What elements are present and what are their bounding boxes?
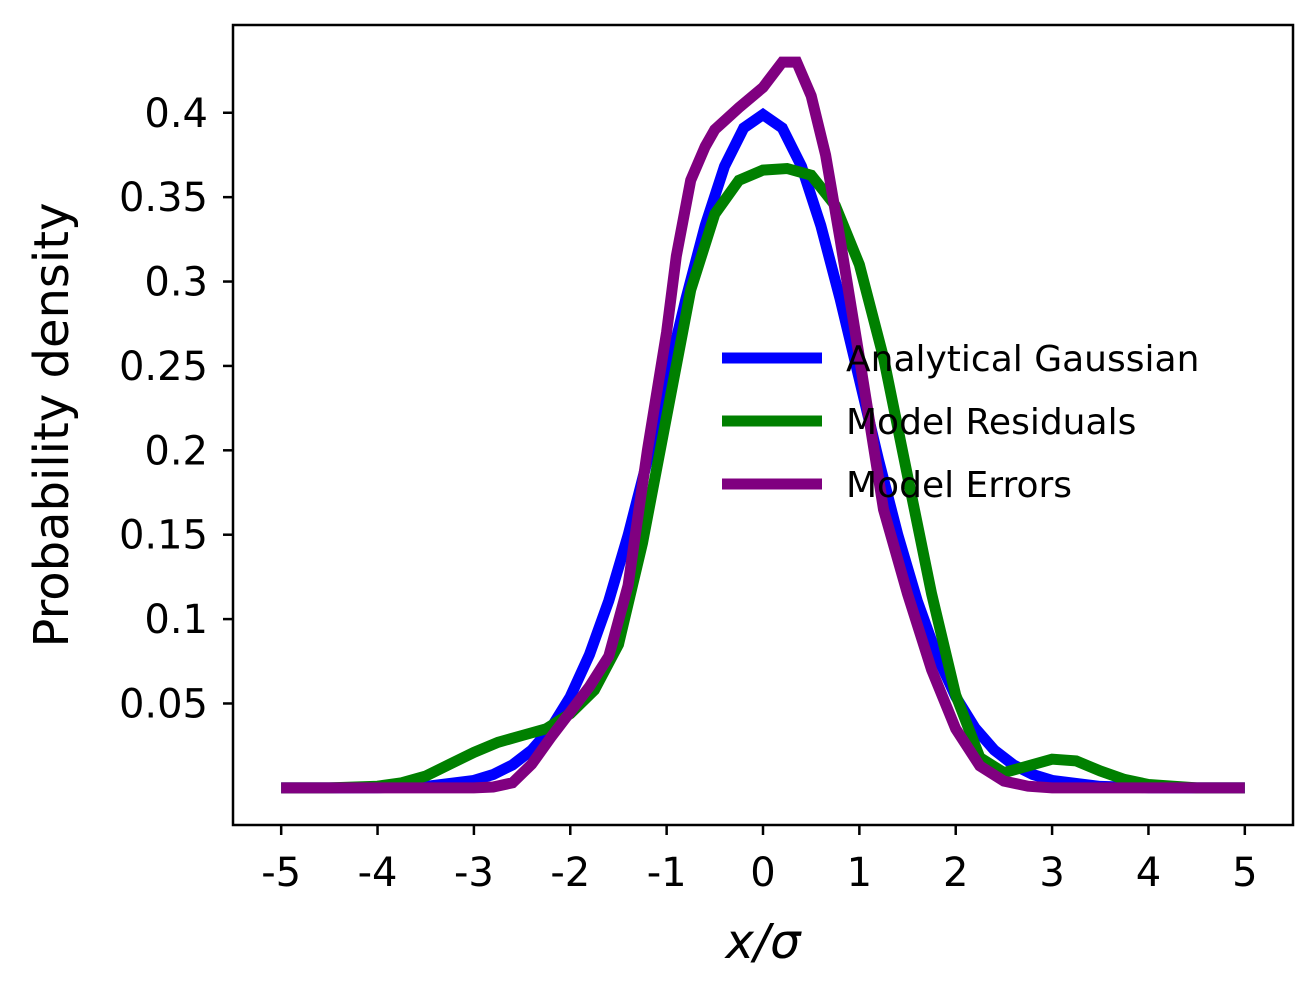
x-axis-title: x/σ <box>724 914 803 970</box>
x-tick-label: 2 <box>943 850 968 896</box>
x-tick-label: 3 <box>1039 850 1064 896</box>
y-tick-label: 0.2 <box>144 428 208 474</box>
legend-label-2: Model Errors <box>846 465 1072 506</box>
y-tick-label: 0.3 <box>144 260 208 306</box>
legend: Analytical Gaussian Model Residuals Model … <box>722 339 1199 506</box>
series-line-1 <box>281 162 1245 794</box>
x-tick-label: 4 <box>1136 850 1161 896</box>
y-tick-label: 0.15 <box>119 513 208 559</box>
x-tick-label: -3 <box>454 850 494 896</box>
legend-label-0: Analytical Gaussian <box>846 339 1199 380</box>
y-tick-label: 0.35 <box>119 175 208 221</box>
legend-label-1: Model Residuals <box>846 402 1136 443</box>
y-tick-label: 0.25 <box>119 344 208 390</box>
x-tick-label: 5 <box>1232 850 1257 896</box>
series-line-0 <box>281 107 1245 794</box>
x-tick-label: -1 <box>647 850 687 896</box>
y-tick-label: 0.1 <box>144 597 208 643</box>
x-tick-label: 0 <box>750 850 775 896</box>
x-tick-label: -4 <box>358 850 398 896</box>
x-tick-label: 1 <box>847 850 872 896</box>
series-layer <box>281 56 1245 794</box>
series-line-2 <box>281 56 1245 794</box>
y-tick-label: 0.4 <box>144 91 208 137</box>
x-tick-label: -5 <box>261 850 301 896</box>
y-axis-title: Probability density <box>24 203 80 648</box>
x-tick-label: -2 <box>550 850 590 896</box>
y-tick-label: 0.05 <box>119 681 208 727</box>
ticks-layer: -5 -4 -3 -2 -1 0 1 2 3 4 5 0.05 0.1 0.15 0.2 0.25 0.3 0.3… <box>119 91 1258 896</box>
